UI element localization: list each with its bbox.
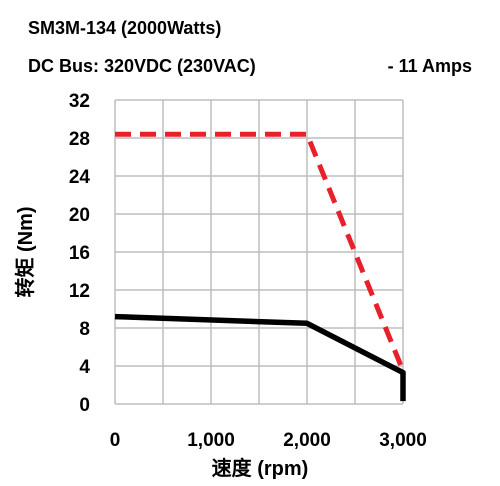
y-tick-label: 32 (69, 91, 90, 112)
chart-title-current: - 11 Amps (387, 56, 472, 76)
chart-title-dc-bus: DC Bus: 320VDC (230VAC) (28, 56, 256, 76)
y-tick-label: 0 (79, 395, 90, 416)
chart-title-model: SM3M-134 (2000Watts) (28, 18, 222, 38)
x-tick-label: 3,000 (379, 430, 427, 451)
y-tick-label: 24 (69, 167, 91, 188)
x-axis-label: 速度 (rpm) (212, 456, 309, 480)
y-tick-label: 28 (69, 129, 90, 150)
y-tick-label: 16 (69, 243, 90, 264)
x-tick-label: 0 (110, 430, 121, 451)
y-tick-label: 12 (69, 281, 90, 302)
y-axis-label: 转矩 (Nm) (13, 206, 37, 297)
x-tick-label: 1,000 (187, 430, 235, 451)
peak-torque-curve (115, 131, 406, 372)
y-tick-label: 8 (79, 319, 90, 340)
x-tick-label: 2,000 (283, 430, 331, 451)
y-tick-label: 4 (79, 357, 90, 378)
continuous-torque-curve (114, 313, 406, 402)
y-tick-label: 20 (69, 205, 90, 226)
